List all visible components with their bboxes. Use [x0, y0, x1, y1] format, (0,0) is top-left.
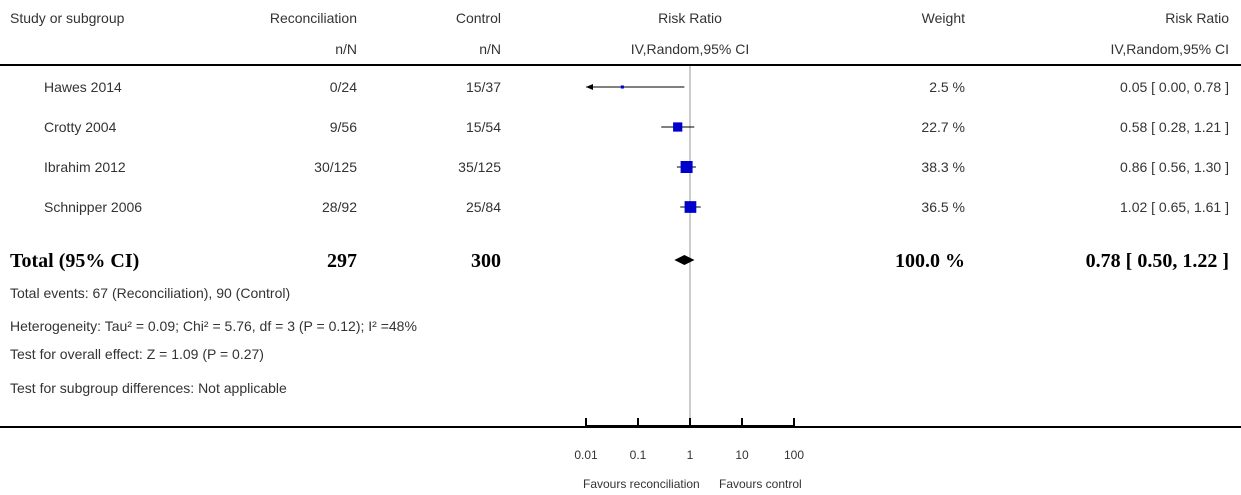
row-study: Crotty 2004: [44, 119, 117, 135]
note-heterogeneity: Heterogeneity: Tau² = 0.09; Chi² = 5.76,…: [10, 318, 417, 334]
header-control: Control: [455, 10, 501, 26]
note-subgroup: Test for subgroup differences: Not appli…: [10, 380, 287, 396]
row-study: Schnipper 2006: [44, 199, 143, 215]
favours-right-label: Favours control: [719, 477, 802, 491]
row-weight: 2.5 %: [929, 79, 965, 95]
row-weight: 38.3 %: [921, 159, 965, 175]
header-treatment-sub: n/N: [335, 41, 357, 57]
total-control: 300: [471, 250, 501, 272]
row-treatment: 0/24: [329, 79, 357, 95]
note-events: Total events: 67 (Reconciliation), 90 (C…: [10, 285, 291, 301]
total-weight: 100.0 %: [895, 250, 965, 272]
x-tick-label: 1: [686, 448, 694, 462]
total-treatment: 297: [327, 250, 357, 272]
point-estimate: [673, 122, 683, 132]
x-tick-label: 0.01: [574, 448, 598, 462]
point-estimate: [684, 201, 697, 213]
header-control-sub: n/N: [479, 41, 501, 57]
x-tick-label: 0.1: [629, 448, 647, 462]
favours-left-label: Favours reconciliation: [583, 477, 700, 491]
header-risk-ratio: Risk Ratio: [658, 10, 722, 26]
header-treatment: Reconciliation: [269, 10, 357, 26]
row-ci: 0.58 [ 0.28, 1.21 ]: [1120, 119, 1229, 135]
header-weight: Weight: [921, 10, 965, 26]
point-estimate: [620, 85, 624, 89]
row-treatment: 28/92: [321, 199, 357, 215]
ci-arrow: [586, 84, 593, 90]
row-weight: 22.7 %: [921, 119, 965, 135]
row-treatment: 30/125: [314, 159, 357, 175]
header-risk-ratio-sub: IV,Random,95% CI: [630, 41, 750, 57]
point-estimate: [680, 161, 693, 173]
header-risk-ratio-2-sub: IV,Random,95% CI: [1110, 41, 1229, 57]
row-study: Ibrahim 2012: [44, 159, 126, 175]
total-label: Total (95% CI): [10, 250, 140, 272]
pooled-diamond: [674, 255, 695, 265]
row-control: 15/37: [465, 79, 501, 95]
total-ci: 0.78 [ 0.50, 1.22 ]: [1085, 250, 1229, 272]
row-control: 15/54: [465, 119, 501, 135]
row-study: Hawes 2014: [44, 79, 122, 95]
header-study: Study or subgroup: [10, 10, 125, 26]
x-tick-label: 100: [783, 448, 805, 462]
row-treatment: 9/56: [329, 119, 357, 135]
row-ci: 0.05 [ 0.00, 0.78 ]: [1120, 79, 1229, 95]
header-risk-ratio-2: Risk Ratio: [1165, 10, 1229, 26]
row-weight: 36.5 %: [921, 199, 965, 215]
x-tick-label: 10: [735, 448, 749, 462]
row-control: 35/125: [458, 159, 501, 175]
header-rule: [0, 64, 1241, 66]
row-ci: 1.02 [ 0.65, 1.61 ]: [1120, 199, 1229, 215]
note-overall: Test for overall effect: Z = 1.09 (P = 0…: [10, 346, 264, 362]
row-ci: 0.86 [ 0.56, 1.30 ]: [1120, 159, 1229, 175]
row-control: 25/84: [465, 199, 501, 215]
